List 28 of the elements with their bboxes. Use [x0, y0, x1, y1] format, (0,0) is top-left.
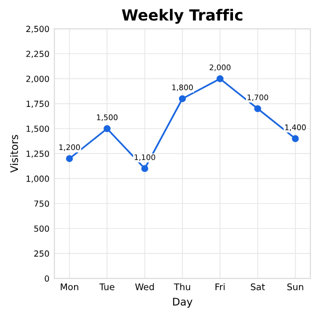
x-tick-label: Wed [135, 283, 154, 290]
point [216, 75, 224, 82]
y-tick-label: 1,500 [26, 126, 49, 133]
y-tick-label: 0 [44, 275, 49, 282]
chart-title: Weekly Traffic [122, 8, 242, 24]
x-tick-label: Tue [99, 284, 114, 290]
y-tick-label: 1,250 [26, 150, 49, 158]
y-tick-label: 1,000 [26, 176, 49, 183]
point [254, 105, 262, 112]
y-tick-label: 2,000 [26, 76, 49, 83]
x-tick-label: Sun [287, 283, 304, 290]
point [66, 155, 73, 162]
y-tick-label: 250 [34, 250, 49, 257]
point [178, 95, 186, 102]
x-tick-label: Mon [60, 284, 78, 290]
point [292, 135, 299, 142]
y-tick-label: 2,250 [26, 50, 49, 58]
x-tick-label: Sat [250, 283, 265, 290]
point [104, 125, 111, 132]
x-tick-label: Thu [174, 283, 190, 290]
y-axis-title: Visitors [10, 134, 18, 173]
y-tick-label: 1,750 [26, 100, 49, 108]
y-tick-label: 750 [34, 200, 49, 207]
y-tick-label: 2,500 [26, 26, 49, 33]
x-tick-label: Fri [216, 283, 225, 290]
y-tick-label: 500 [34, 225, 49, 232]
point [141, 165, 148, 172]
x-axis-title: Day [173, 298, 192, 308]
